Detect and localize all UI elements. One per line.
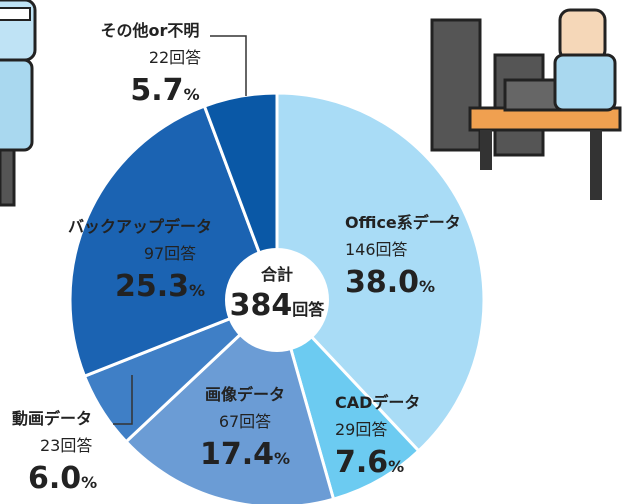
count-label: 29回答	[335, 420, 387, 439]
percent-label: 38.0%	[345, 265, 435, 300]
count-label: 97回答	[144, 244, 196, 263]
slice-label: 画像データ	[205, 385, 285, 404]
count-label: 23回答	[40, 436, 92, 455]
donut-hole	[225, 248, 329, 352]
slice-label: CADデータ	[335, 393, 420, 412]
slice-label: バックアップデータ	[68, 217, 212, 236]
count-label: 22回答	[149, 48, 201, 67]
pie-slice	[275, 298, 421, 501]
pie-slice	[202, 91, 279, 301]
illustration-left	[0, 0, 37, 207]
slice-label: 動画データ	[12, 409, 92, 428]
slice-label: その他or不明	[101, 21, 200, 40]
pie-slice	[275, 91, 486, 454]
slice-label: Office系データ	[345, 213, 461, 232]
percent-label: 6.0%	[28, 461, 97, 496]
count-label: 146回答	[345, 240, 408, 259]
pie-slice	[68, 104, 279, 379]
illustration-right	[430, 8, 622, 200]
percent-label: 5.7%	[130, 73, 199, 108]
center-title: 合計	[261, 265, 293, 284]
center-value: 384回答	[230, 288, 326, 323]
percent-label: 25.3%	[115, 269, 205, 304]
leader-lines	[113, 35, 247, 425]
percent-label: 17.4%	[200, 437, 290, 472]
count-label: 67回答	[219, 412, 271, 431]
percent-label: 7.6%	[335, 445, 404, 480]
